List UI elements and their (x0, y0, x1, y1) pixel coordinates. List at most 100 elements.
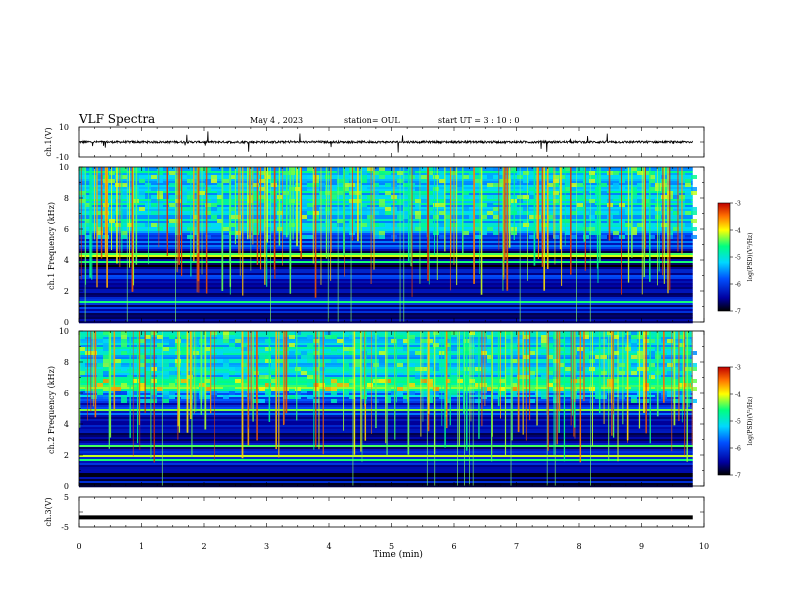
ch2-spectrogram-texture (517, 351, 523, 355)
ch1-spectrogram-texture (583, 203, 589, 207)
ch2-spectrogram-texture (271, 363, 277, 367)
ch1-spectrogram-texture (361, 187, 367, 191)
ch1-spectrogram-texture (139, 179, 145, 183)
ch2-spectrogram-texture (505, 331, 511, 335)
ch1-spectrogram-texture (301, 175, 307, 179)
ch2-spectrogram-texture (331, 399, 337, 403)
ch1-spectrogram-band-row (79, 271, 693, 274)
ch2-spectrogram-texture (475, 355, 481, 359)
ch1-spectrogram-band-row (79, 249, 693, 252)
ch1-spectrogram-texture (115, 183, 121, 187)
ch1-spectrogram-texture (97, 235, 103, 239)
ch2-spectrogram-texture (499, 331, 505, 335)
ch1-spectrogram-texture (379, 211, 385, 215)
ch1-spectrogram-texture (601, 199, 607, 203)
ch1-spectrogram-texture (337, 219, 343, 223)
ch1-spectrogram-texture (157, 203, 163, 207)
ch1-spectrogram-texture (619, 203, 625, 207)
ch2-spectrogram-texture (343, 367, 349, 371)
ch2-spectrogram-texture (103, 359, 109, 363)
ch1-spectrogram-texture (205, 179, 211, 183)
ch2-spectrogram-band-row (79, 455, 693, 458)
ch1-spectrogram-texture (115, 207, 121, 211)
ch2-spectrogram-texture (223, 375, 229, 379)
ch1-spectrogram-texture (589, 171, 595, 175)
ch2-spectrogram-texture (565, 391, 571, 395)
ch2-spectrogram-texture (397, 391, 403, 395)
ch1-spectrogram-ytick-label: 4 (64, 256, 69, 265)
ch1-spectrogram-texture (91, 179, 97, 183)
ch2-spectrogram-texture (511, 343, 517, 347)
ch1-spectrogram-texture (193, 231, 199, 235)
ch2-spectrogram-texture (469, 343, 475, 347)
ch2-spectrogram-texture (97, 363, 103, 367)
ch2-spectrogram-texture (349, 395, 355, 399)
ch1-spectrogram-texture (673, 215, 679, 219)
ch2-spectrogram-texture (469, 331, 475, 335)
ch1-spectrogram-texture (487, 227, 493, 231)
ch1-spectrogram-texture (301, 219, 307, 223)
ch2-spectrogram-texture (631, 335, 637, 339)
ch2-spectrogram-texture (169, 375, 175, 379)
ch1-spectrogram-texture (289, 223, 295, 227)
ch2-spectrogram-texture (157, 335, 163, 339)
ch1-spectrogram-texture (421, 219, 427, 223)
ch1-spectrogram-texture (385, 207, 391, 211)
ch1-spectrogram-texture (445, 187, 451, 191)
ch2-spectrogram-texture (553, 395, 559, 399)
ch2-spectrogram-texture (205, 379, 211, 383)
ch2-spectrogram-texture (553, 399, 559, 403)
ch1-spectrogram-texture (175, 231, 181, 235)
ch2-spectrogram-texture (559, 363, 565, 367)
ch2-spectrogram-texture (481, 351, 487, 355)
ch1-spectrogram-texture (235, 215, 241, 219)
ch1-spectrogram-band-row (79, 317, 693, 320)
ch2-spectrogram-texture (349, 347, 355, 351)
ch2-spectrogram-texture (265, 359, 271, 363)
ch1-spectrogram-texture (433, 231, 439, 235)
ch1-spectrogram-texture (631, 191, 637, 195)
ch1-spectrogram-texture (421, 227, 427, 231)
ch2-spectrogram-texture (211, 371, 217, 375)
ch1-spectrogram-texture (97, 191, 103, 195)
ch2-spectrogram-texture (97, 391, 103, 395)
ch1-spectrogram-texture (547, 215, 553, 219)
ch2-spectrogram-texture (235, 379, 241, 383)
ch1-spectrogram-texture (253, 219, 259, 223)
ch2-spectrogram-texture (541, 335, 547, 339)
ch2-spectrogram-texture (427, 391, 433, 395)
ch2-spectrogram-texture (79, 347, 85, 351)
ch1-spectrogram-texture (673, 191, 679, 195)
ch1-spectrogram-texture (301, 223, 307, 227)
ch1-spectrogram-band-row (79, 319, 693, 322)
start-time-label: start UT = 3 : 10 : 0 (438, 116, 519, 125)
ch1-spectrogram-texture (379, 223, 385, 227)
ch2-spectrogram-texture (595, 395, 601, 399)
ch2-spectrogram-texture (493, 379, 499, 383)
ch2-spectrogram-texture (301, 359, 307, 363)
ch2-spectrogram-texture (409, 363, 415, 367)
ch2-spectrogram-texture (631, 343, 637, 347)
ch2-spectrogram-texture (121, 395, 127, 399)
ch1-spectrogram-texture (265, 179, 271, 183)
ch2-spectrogram-texture (181, 335, 187, 339)
ch1-spectrogram-texture (637, 199, 643, 203)
ch1-spectrogram-texture (619, 195, 625, 199)
ch1-spectrogram-texture (283, 191, 289, 195)
ch1-spectrogram-band-row (79, 273, 693, 276)
ch1-spectrogram-texture (259, 199, 265, 203)
ch1-spectrogram-texture (85, 203, 91, 207)
ch1-spectrogram-texture (97, 219, 103, 223)
ch2-spectrogram-texture (553, 355, 559, 359)
ch1-spectrogram-texture (529, 195, 535, 199)
time-axis-tick-label: 0 (76, 542, 81, 551)
ch1-spectrogram-texture (685, 191, 691, 195)
ch2-spectrogram-texture (493, 395, 499, 399)
ch1-spectrogram-texture (403, 211, 409, 215)
ch1-spectrogram-texture (547, 235, 553, 239)
ch1-spectrogram-texture (523, 179, 529, 183)
ch2-spectrogram-texture (139, 339, 145, 343)
ch1-spectrogram-texture (415, 211, 421, 215)
ch1-spectrogram-texture (433, 215, 439, 219)
ch2-spectrogram-ytick-label: 6 (64, 389, 69, 398)
